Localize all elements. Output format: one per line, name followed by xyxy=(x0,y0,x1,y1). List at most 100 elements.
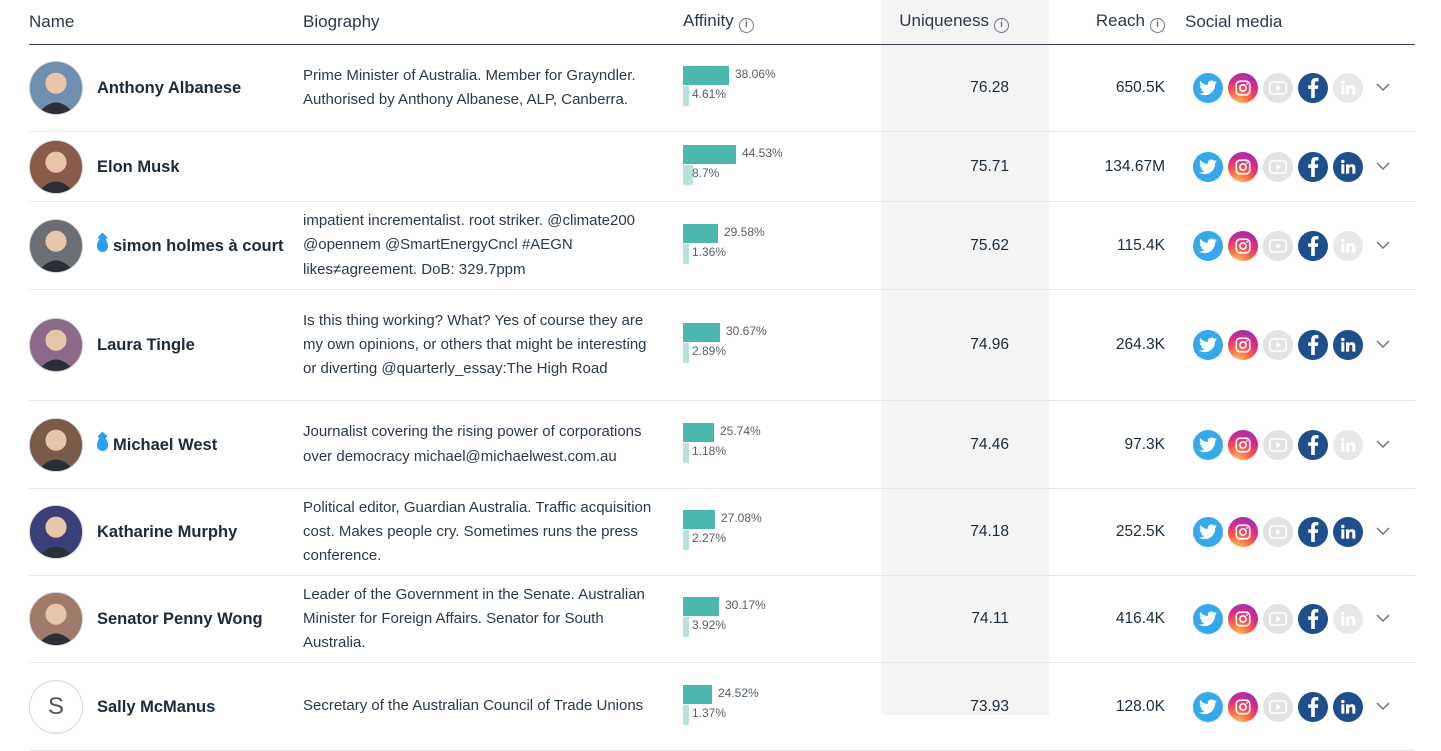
name-cell: simon holmes à court xyxy=(29,201,303,290)
reach-value: 134.67M xyxy=(1029,131,1165,202)
influencer-name[interactable]: Katharine Murphy xyxy=(97,523,238,541)
affinity-secondary-value: 3.92% xyxy=(692,618,727,632)
influencer-name[interactable]: Michael West xyxy=(97,433,217,457)
reach-value: 128.0K xyxy=(1029,662,1165,751)
affinity-cell: 38.06% 4.61% xyxy=(683,44,881,132)
instagram-icon[interactable] xyxy=(1228,330,1258,360)
table-row[interactable]: Elon Musk 44.53% 8.7% 75.71 134.67M xyxy=(29,131,1415,202)
youtube-icon[interactable] xyxy=(1263,151,1293,182)
twitter-icon[interactable] xyxy=(1193,429,1223,460)
linkedin-icon[interactable] xyxy=(1333,73,1363,103)
linkedin-icon[interactable] xyxy=(1333,604,1363,634)
affinity-primary-bar xyxy=(683,223,718,243)
column-header-reach[interactable]: Reach i xyxy=(1029,0,1165,45)
table-row[interactable]: Katharine Murphy Political editor, Guard… xyxy=(29,488,1415,576)
twitter-icon[interactable] xyxy=(1193,330,1223,360)
twitter-icon[interactable] xyxy=(1193,73,1223,103)
affinity-secondary-value: 1.18% xyxy=(692,443,727,458)
column-header-uniqueness[interactable]: Uniqueness i xyxy=(881,0,1029,45)
linkedin-icon[interactable] xyxy=(1333,691,1363,722)
affinity-primary-bar xyxy=(683,510,715,529)
influencer-name[interactable]: Anthony Albanese xyxy=(97,79,242,97)
twitter-icon[interactable] xyxy=(1193,517,1223,547)
youtube-icon[interactable] xyxy=(1263,73,1293,103)
table-row[interactable]: simon holmes à court impatient increment… xyxy=(29,201,1415,290)
table-row[interactable]: Michael West Journalist covering the ris… xyxy=(29,400,1415,489)
table-row[interactable]: S Sally McManus Secretary of the Austral… xyxy=(29,662,1415,751)
avatar-image xyxy=(30,219,82,272)
affinity-bars: 30.17% 3.92% xyxy=(683,597,881,641)
affinity-secondary-bar xyxy=(683,617,689,637)
uniqueness-value: 76.28 xyxy=(881,44,1029,132)
table-row[interactable]: Anthony Albanese Prime Minister of Austr… xyxy=(29,44,1415,132)
twitter-icon[interactable] xyxy=(1193,691,1223,722)
column-header-name[interactable]: Name xyxy=(29,0,303,45)
expand-row-button[interactable] xyxy=(1351,44,1415,132)
twitter-icon[interactable] xyxy=(1193,604,1223,634)
avatar[interactable] xyxy=(29,318,83,372)
uniqueness-value: 74.18 xyxy=(881,488,1029,576)
influencer-name[interactable]: Elon Musk xyxy=(97,157,180,176)
linkedin-icon[interactable] xyxy=(1333,151,1363,182)
instagram-icon[interactable] xyxy=(1228,73,1258,103)
youtube-icon[interactable] xyxy=(1263,330,1293,360)
avatar-image xyxy=(30,62,82,114)
instagram-icon[interactable] xyxy=(1228,604,1258,634)
info-icon[interactable]: i xyxy=(994,18,1009,33)
facebook-icon[interactable] xyxy=(1298,230,1328,261)
linkedin-icon[interactable] xyxy=(1333,330,1363,360)
info-icon[interactable]: i xyxy=(738,18,754,33)
facebook-icon[interactable] xyxy=(1298,73,1328,103)
linkedin-icon[interactable] xyxy=(1333,429,1363,460)
facebook-icon[interactable] xyxy=(1298,429,1328,460)
name-cell: Anthony Albanese xyxy=(29,44,303,132)
table-row[interactable]: Laura Tingle Is this thing working? What… xyxy=(29,289,1415,401)
twitter-icon[interactable] xyxy=(1193,151,1223,182)
instagram-icon[interactable] xyxy=(1228,429,1258,460)
avatar-image xyxy=(30,140,82,193)
uniqueness-value: 74.96 xyxy=(881,289,1029,401)
influencer-name[interactable]: Senator Penny Wong xyxy=(97,610,263,628)
info-icon[interactable]: i xyxy=(1150,18,1165,33)
table-row[interactable]: Senator Penny Wong Leader of the Governm… xyxy=(29,575,1415,663)
influencer-name[interactable]: Sally McManus xyxy=(97,697,216,716)
youtube-icon[interactable] xyxy=(1263,230,1293,261)
affinity-secondary-bar xyxy=(683,164,693,185)
influencer-name[interactable]: Laura Tingle xyxy=(97,336,195,354)
name-cell: Senator Penny Wong xyxy=(29,575,303,663)
avatar[interactable] xyxy=(29,139,83,194)
youtube-icon[interactable] xyxy=(1263,429,1293,460)
affinity-primary-bar xyxy=(683,144,736,164)
avatar[interactable] xyxy=(29,417,83,472)
linkedin-icon[interactable] xyxy=(1333,517,1363,547)
avatar[interactable] xyxy=(29,61,83,115)
biography-cell xyxy=(303,131,683,202)
facebook-icon[interactable] xyxy=(1298,151,1328,182)
instagram-icon[interactable] xyxy=(1228,230,1258,261)
instagram-icon[interactable] xyxy=(1228,151,1258,182)
avatar[interactable] xyxy=(29,505,83,559)
column-header-affinity[interactable]: Affinity i xyxy=(683,0,881,45)
social-media-cell xyxy=(1165,400,1363,489)
youtube-icon[interactable] xyxy=(1263,604,1293,634)
water-drop-icon xyxy=(97,436,108,451)
influencer-name[interactable]: simon holmes à court xyxy=(97,234,284,258)
expand-row-button[interactable] xyxy=(1351,131,1415,202)
affinity-bars: 38.06% 4.61% xyxy=(683,66,881,110)
avatar[interactable] xyxy=(29,592,83,646)
affinity-secondary-bar xyxy=(683,442,689,463)
uniqueness-value: 75.62 xyxy=(881,201,1029,290)
avatar[interactable] xyxy=(29,218,83,273)
facebook-icon[interactable] xyxy=(1298,691,1328,722)
affinity-cell: 44.53% 8.7% xyxy=(683,131,881,202)
instagram-icon[interactable] xyxy=(1228,517,1258,547)
facebook-icon[interactable] xyxy=(1298,517,1328,547)
instagram-icon[interactable] xyxy=(1228,691,1258,722)
avatar[interactable]: S xyxy=(29,679,83,734)
twitter-icon[interactable] xyxy=(1193,230,1223,261)
facebook-icon[interactable] xyxy=(1298,604,1328,634)
facebook-icon[interactable] xyxy=(1298,330,1328,360)
youtube-icon[interactable] xyxy=(1263,517,1293,547)
youtube-icon[interactable] xyxy=(1263,691,1293,722)
linkedin-icon[interactable] xyxy=(1333,230,1363,261)
